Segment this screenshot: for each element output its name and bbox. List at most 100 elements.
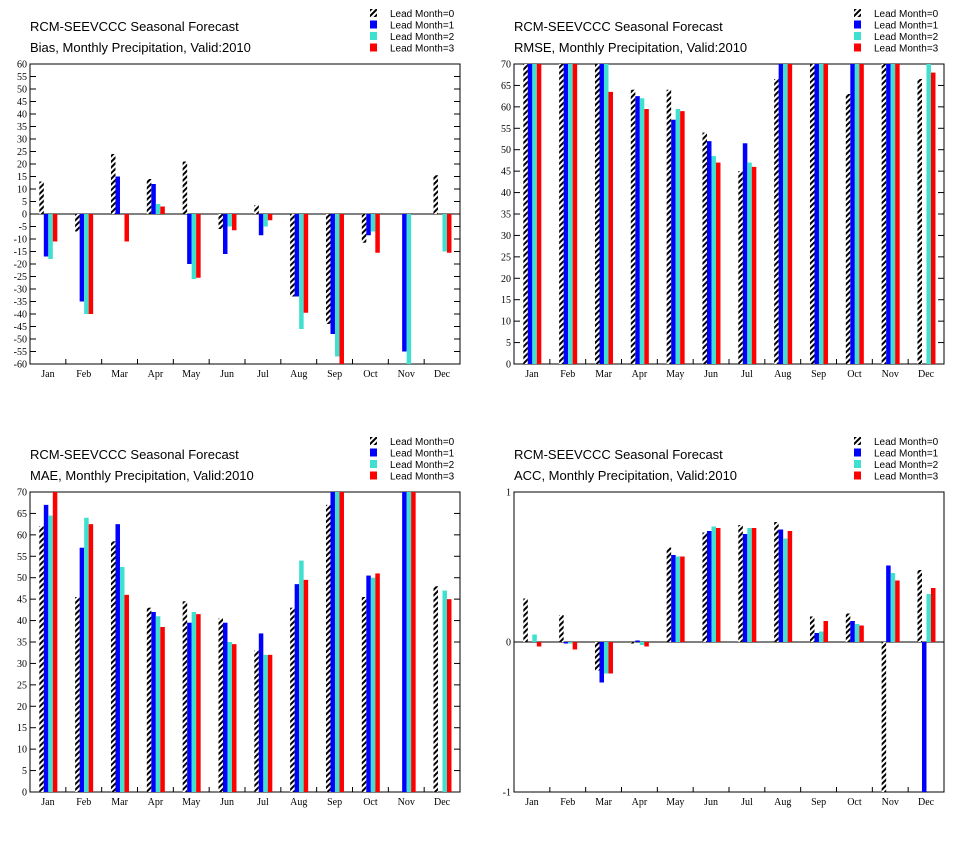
bias-bar-sep-lead1 [330, 214, 335, 334]
mae-ytick-label: 45 [17, 595, 27, 606]
bias-ytick-label: 20 [17, 160, 27, 171]
bias-ytick-label: 50 [17, 85, 27, 96]
acc-bar-aug-lead2 [783, 538, 788, 642]
rmse-bar-feb-lead2 [568, 64, 573, 364]
bias-xtick-label-aug: Aug [290, 369, 307, 380]
mae-xtick-label-aug: Aug [290, 797, 307, 808]
mae-bar-oct-lead3 [375, 573, 380, 792]
bias-bar-dec-lead3 [446, 214, 452, 253]
mae-legend-label-3: Lead Month=3 [390, 472, 455, 483]
bias-legend-swatch-1 [370, 20, 377, 29]
acc-bar-jan-lead2 [532, 634, 537, 642]
rmse-bar-dec-lead0 [917, 79, 922, 364]
acc-bar-jun-lead2 [711, 526, 716, 642]
bias-bar-sep-lead0 [325, 214, 331, 324]
bias-ytick-label: 45 [17, 97, 27, 108]
acc-bar-jan-lead3 [536, 642, 542, 647]
rmse-legend-label-0: Lead Month=0 [874, 9, 939, 20]
bias-bar-aug-lead1 [294, 214, 300, 297]
mae-xtick-label-dec: Dec [434, 797, 451, 808]
mae-bar-feb-lead3 [88, 524, 94, 792]
bias-bar-may-lead3 [196, 214, 201, 278]
acc-bar-aug-lead3 [787, 531, 793, 642]
bias-ytick-label: 10 [17, 185, 27, 196]
acc-bar-jun-lead3 [715, 528, 721, 642]
rmse-bar-mar-lead1 [599, 64, 604, 364]
bias-bar-aug-lead0 [290, 214, 295, 297]
acc-legend-label-0: Lead Month=0 [874, 437, 939, 448]
rmse-bar-mar-lead0 [594, 64, 600, 364]
mae-bar-jan-lead2 [48, 515, 53, 792]
mae-xtick-label-mar: Mar [111, 797, 128, 808]
rmse-xtick-label-mar: Mar [595, 369, 612, 380]
mae-bar-jul-lead3 [267, 654, 273, 792]
mae-bar-sep-lead0 [325, 504, 331, 792]
mae-bar-jun-lead1 [222, 622, 228, 792]
rmse-bar-jun-lead3 [715, 162, 721, 364]
bias-bar-jul-lead2 [263, 214, 268, 227]
acc-title: RCM-SEEVCCC Seasonal Forecast [514, 447, 723, 462]
chart-mae: RCM-SEEVCCC Seasonal Forecast MAE, Monthl… [0, 428, 484, 856]
rmse-bar-aug-lead1 [778, 64, 784, 364]
mae-bar-jun-lead2 [227, 642, 232, 792]
rmse-bar-jun-lead2 [711, 156, 716, 364]
bias-bar-apr-lead0 [146, 179, 152, 214]
bias-ytick-label: -35 [14, 297, 27, 308]
acc-xtick-label-jan: Jan [525, 797, 538, 808]
bias-xtick-label-jan: Jan [41, 369, 54, 380]
bias-ytick-label: 55 [17, 72, 27, 83]
bias-legend-swatch-2 [370, 32, 377, 40]
rmse-ytick-label: 40 [501, 188, 511, 199]
rmse-bar-may-lead3 [680, 111, 685, 365]
rmse-xtick-label-jun: Jun [704, 369, 718, 380]
acc-xtick-label-nov: Nov [882, 797, 899, 808]
acc-bar-aug-lead0 [774, 522, 779, 642]
bias-bar-may-lead0 [182, 161, 188, 214]
rmse-bar-jul-lead0 [738, 171, 743, 364]
mae-ytick-label: 25 [17, 680, 27, 691]
bias-ytick-label: -20 [14, 260, 27, 271]
acc-ytick-label: 0 [506, 638, 511, 649]
acc-bar-apr-lead2 [639, 642, 645, 645]
mae-xtick-label-nov: Nov [398, 797, 415, 808]
acc-xtick-label-apr: Apr [632, 797, 648, 808]
acc-xtick-label-feb: Feb [560, 797, 575, 808]
bias-ytick-label: 15 [17, 172, 27, 183]
acc-bar-mar-lead2 [603, 642, 609, 674]
mae-xtick-label-oct: Oct [363, 797, 378, 808]
bias-bar-jan-lead2 [48, 214, 53, 259]
mae-subtitle: MAE, Monthly Precipitation, Valid:2010 [30, 468, 254, 483]
bias-bar-oct-lead3 [375, 214, 380, 253]
mae-ytick-label: 50 [17, 573, 27, 584]
rmse-bar-apr-lead2 [639, 98, 645, 365]
rmse-legend-swatch-2 [854, 32, 861, 40]
bias-ytick-label: -15 [14, 247, 27, 258]
mae-ytick-label: 40 [17, 616, 27, 627]
rmse-bar-jun-lead0 [702, 132, 707, 364]
rmse-ytick-label: 70 [501, 60, 511, 71]
bias-ytick-label: 0 [22, 210, 27, 221]
acc-bar-may-lead3 [680, 556, 685, 642]
bias-bar-dec-lead2 [442, 214, 447, 252]
chart-mae-svg: RCM-SEEVCCC Seasonal Forecast MAE, Monthl… [17, 437, 461, 808]
mae-bar-may-lead1 [187, 622, 192, 792]
rmse-plot-frame [513, 63, 945, 365]
rmse-ytick-label: 45 [501, 167, 511, 178]
mae-legend-label-0: Lead Month=0 [390, 437, 455, 448]
rmse-bar-mar-lead3 [608, 91, 613, 364]
acc-bar-oct-lead3 [859, 625, 864, 642]
acc-bar-oct-lead0 [845, 613, 851, 642]
mae-bar-oct-lead2 [370, 577, 376, 792]
rmse-bar-jan-lead3 [536, 64, 542, 364]
rmse-bar-jul-lead3 [751, 166, 757, 364]
bias-xtick-label-jun: Jun [220, 369, 234, 380]
acc-bar-nov-lead0 [881, 642, 887, 792]
acc-bar-nov-lead3 [895, 580, 900, 642]
bias-bar-apr-lead3 [160, 206, 165, 214]
mae-bar-jan-lead1 [43, 504, 49, 792]
rmse-ytick-label: 55 [501, 124, 511, 135]
acc-subtitle: ACC, Monthly Precipitation, Valid:2010 [514, 468, 737, 483]
rmse-bar-mar-lead2 [603, 64, 609, 364]
acc-bar-apr-lead3 [644, 642, 649, 647]
acc-legend-swatch-0 [854, 437, 861, 445]
